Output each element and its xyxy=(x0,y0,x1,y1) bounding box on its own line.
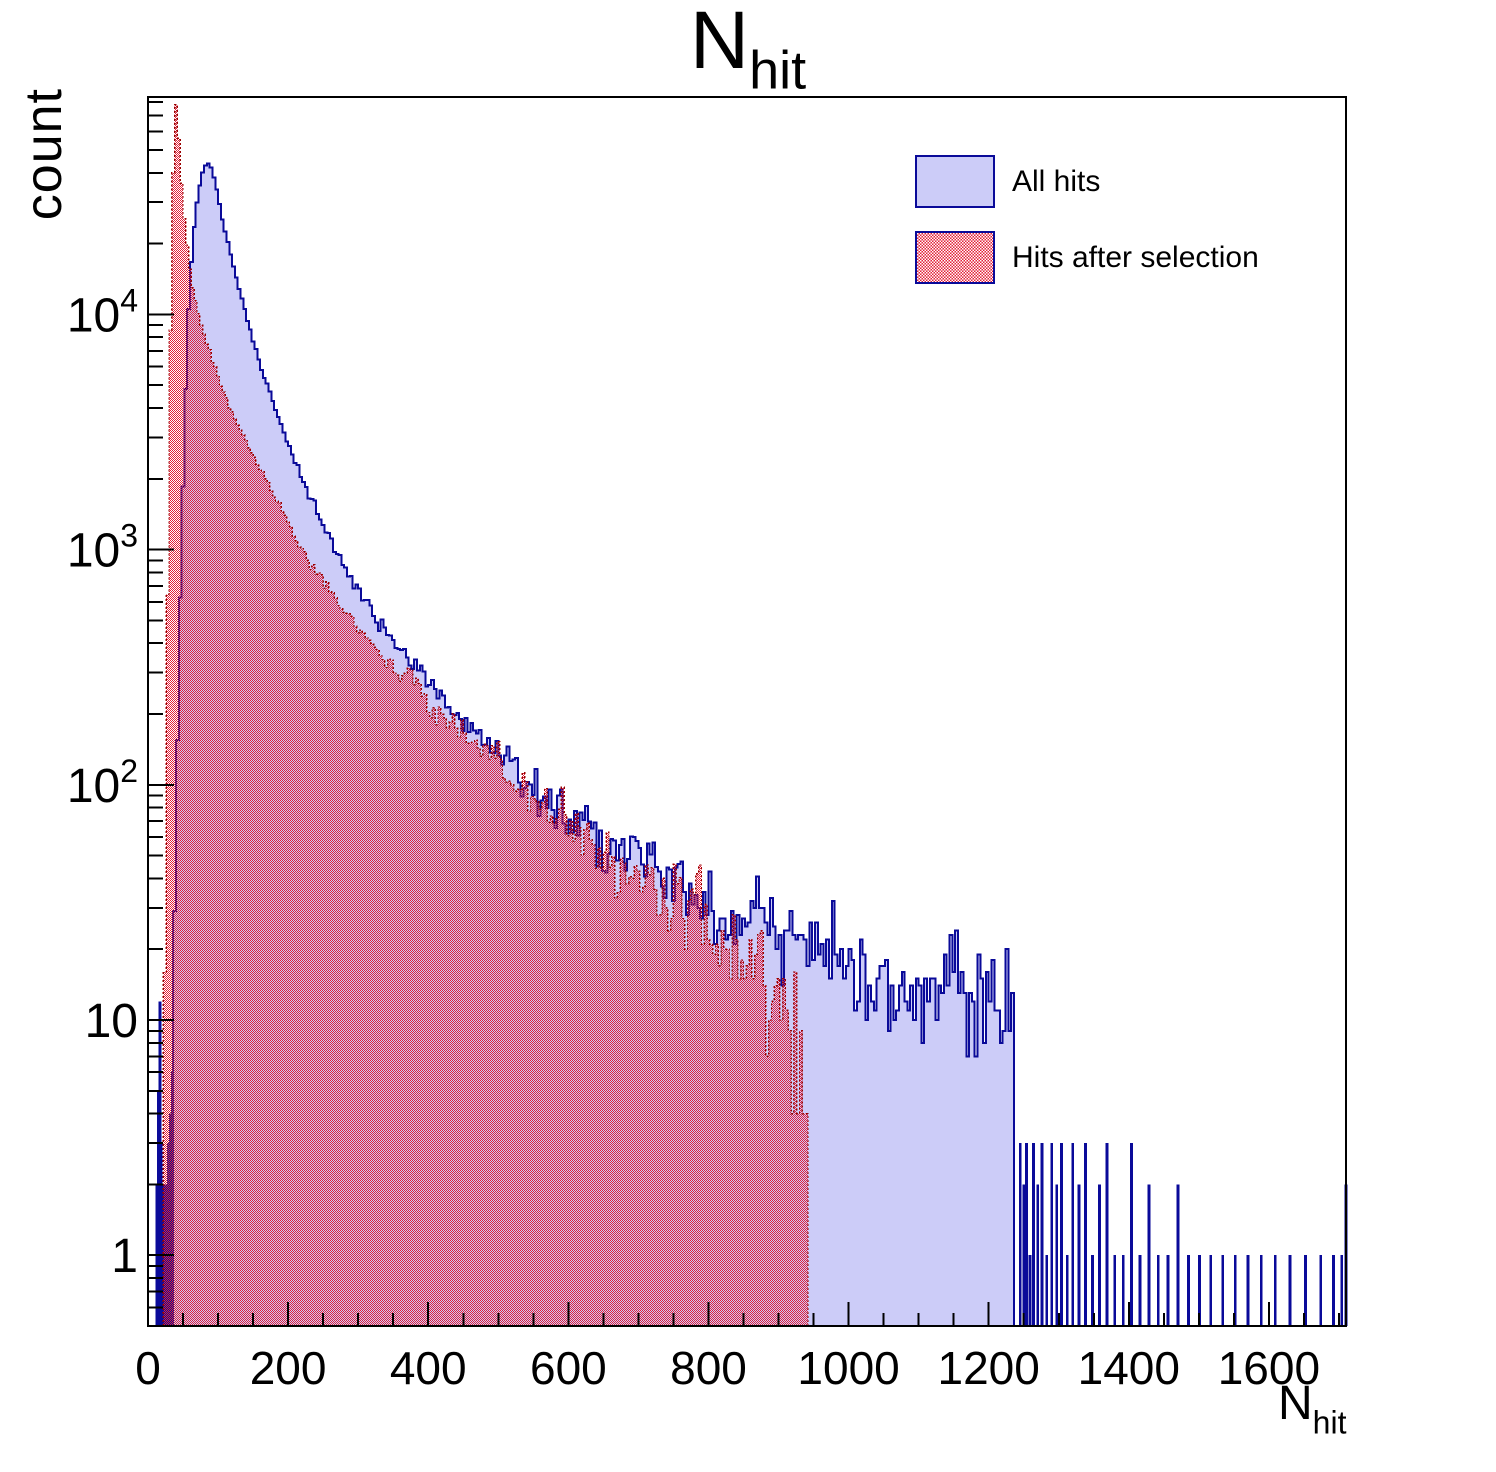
all-hits-tail-spike xyxy=(1022,1184,1026,1326)
all-hits-tail-spike xyxy=(1060,1143,1063,1326)
y-tick-label: 103 xyxy=(67,518,138,578)
all-hits-tail-spike xyxy=(1050,1143,1054,1326)
x-axis-title-main: N xyxy=(1278,1377,1313,1430)
all-hits-tail-spike xyxy=(1246,1255,1250,1326)
all-hits-tail-spike xyxy=(1319,1255,1323,1326)
x-tick-labels: 0 200 400 600 800 1000 1200 1400 1600 xyxy=(135,1342,1320,1394)
all-hits-tail-spike xyxy=(1209,1255,1213,1326)
all-hits-tail-spike xyxy=(1221,1255,1225,1326)
all-hits-tail-spike xyxy=(1304,1255,1307,1326)
all-hits-tail-spike xyxy=(1028,1255,1032,1326)
x-axis-title-subscript: hit xyxy=(1312,1404,1347,1441)
all-hits-tail-spike xyxy=(1098,1184,1101,1326)
all-hits-tail-spikes xyxy=(1018,1143,1348,1326)
all-hits-tail-spike xyxy=(1166,1255,1170,1326)
legend-label-selection: Hits after selection xyxy=(1012,240,1259,274)
legend-swatch-all-hits xyxy=(915,155,995,208)
legend-swatch-selection xyxy=(915,231,995,284)
x-tick-label: 1600 xyxy=(1218,1342,1320,1394)
all-hits-tail-spike xyxy=(1273,1255,1277,1326)
all-hits-tail-spike xyxy=(1091,1255,1094,1326)
all-hits-tail-spike xyxy=(1156,1255,1160,1326)
all-hits-tail-spike xyxy=(1176,1184,1180,1326)
plot-title-main: N xyxy=(689,0,750,86)
all-hits-tail-spike xyxy=(1121,1255,1125,1326)
series-hits-after-selection xyxy=(162,104,809,1326)
y-tick-label: 10 xyxy=(85,995,138,1048)
x-tick-label: 400 xyxy=(390,1342,467,1394)
all-hits-tail-spike xyxy=(1032,1143,1035,1326)
x-tick-label: 1200 xyxy=(938,1342,1040,1394)
y-axis-title: count xyxy=(15,88,73,221)
all-hits-tail-spike xyxy=(1113,1255,1117,1326)
legend: All hits Hits after selection xyxy=(915,155,1259,307)
all-hits-tail-spike xyxy=(1340,1255,1344,1326)
all-hits-tail-spike xyxy=(1187,1255,1190,1326)
y-tick-label: 104 xyxy=(67,282,138,342)
all-hits-lead-spike xyxy=(159,1143,163,1326)
x-tick-label: 800 xyxy=(670,1342,747,1394)
x-axis-title: Nhit xyxy=(1278,1377,1347,1441)
x-tick-label: 1400 xyxy=(1078,1342,1180,1394)
all-hits-tail-spike xyxy=(1288,1255,1292,1326)
all-hits-tail-spike xyxy=(1332,1255,1335,1326)
legend-label-all-hits: All hits xyxy=(1012,164,1101,198)
x-tick-label: 600 xyxy=(530,1342,607,1394)
all-hits-tail-spike xyxy=(1233,1255,1237,1326)
axis-ticks xyxy=(147,101,1340,1326)
all-hits-tail-spike xyxy=(1105,1143,1109,1326)
plot-title-subscript: hit xyxy=(749,40,807,101)
all-hits-tail-spike xyxy=(1036,1184,1040,1326)
all-hits-tail-spike xyxy=(1077,1184,1081,1326)
x-tick-label: 1000 xyxy=(797,1342,899,1394)
all-hits-tail-spike xyxy=(1198,1255,1201,1326)
y-tick-labels: 1 10 102 103 104 xyxy=(67,282,138,1283)
legend-item-all-hits: All hits xyxy=(915,155,1259,208)
legend-item-selection: Hits after selection xyxy=(915,231,1259,284)
all-hits-tail-spike xyxy=(1025,1143,1028,1326)
all-hits-tail-spike xyxy=(1138,1255,1142,1326)
plot-frame xyxy=(147,96,1347,1327)
all-hits-tail-spike xyxy=(1018,1143,1022,1326)
y-tick-label: 102 xyxy=(67,753,138,813)
plot-title: Nhit xyxy=(0,0,1496,98)
all-hits-tail-spike xyxy=(1055,1184,1059,1326)
all-hits-tail-spike xyxy=(1045,1255,1049,1326)
x-tick-label: 200 xyxy=(250,1342,327,1394)
all-hits-tail-spike xyxy=(1147,1184,1151,1326)
x-tick-label: 0 xyxy=(135,1342,161,1394)
all-hits-tail-spike xyxy=(1084,1143,1087,1326)
all-hits-tail-spike xyxy=(1130,1143,1133,1326)
all-hits-tail-spike xyxy=(1071,1143,1075,1326)
all-hits-tail-spike xyxy=(1040,1143,1044,1326)
all-hits-tail-spike xyxy=(1259,1255,1263,1326)
y-tick-label: 1 xyxy=(111,1230,138,1283)
all-hits-tail-spike xyxy=(1065,1255,1069,1326)
